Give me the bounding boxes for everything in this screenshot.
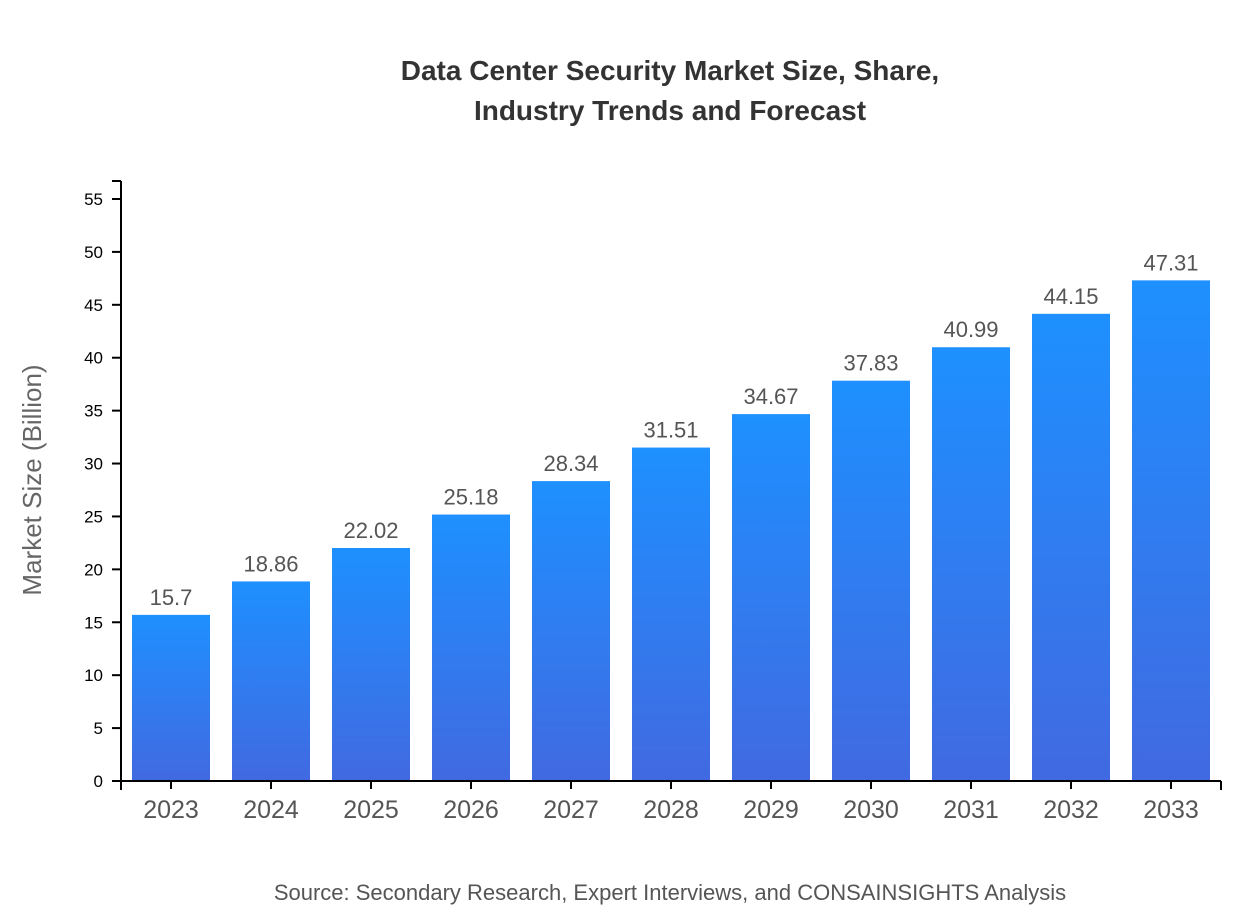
- x-tick-label: 2032: [1043, 796, 1099, 824]
- y-tick-label: 25: [84, 507, 103, 526]
- x-tick-label: 2027: [543, 796, 599, 824]
- data-label-2029: 34.67: [743, 384, 798, 409]
- x-tick-label: 2023: [143, 796, 199, 824]
- y-tick-label: 15: [84, 613, 103, 632]
- bar-2027: [532, 481, 610, 781]
- bar-2031: [932, 347, 1010, 781]
- y-axis-label: Market Size (Billion): [17, 364, 47, 595]
- data-label-2032: 44.15: [1043, 284, 1098, 309]
- data-label-2028: 31.51: [643, 418, 698, 443]
- data-label-2027: 28.34: [543, 451, 598, 476]
- data-label-2030: 37.83: [843, 351, 898, 376]
- y-tick-label: 40: [84, 349, 103, 368]
- bar-2029: [732, 414, 810, 781]
- bar-2023: [132, 614, 210, 781]
- bar-2028: [632, 447, 710, 781]
- y-tick-label: 10: [84, 666, 103, 685]
- y-tick-label: 55: [84, 190, 103, 209]
- data-label-2033: 47.31: [1143, 250, 1198, 275]
- bar-2025: [332, 547, 410, 781]
- y-tick-label: 50: [84, 243, 103, 262]
- chart-title-line-1: Data Center Security Market Size, Share,: [401, 55, 939, 86]
- source-note: Source: Secondary Research, Expert Inter…: [274, 880, 1066, 905]
- y-tick-label: 35: [84, 402, 103, 421]
- bar-2026: [432, 514, 510, 781]
- data-label-2023: 15.7: [150, 585, 193, 610]
- bar-2030: [832, 380, 910, 781]
- x-tick-label: 2026: [443, 796, 499, 824]
- x-tick-label: 2033: [1143, 796, 1199, 824]
- x-tick-label: 2025: [343, 796, 399, 824]
- y-tick-label: 45: [84, 296, 103, 315]
- x-tick-label: 2029: [743, 796, 799, 824]
- x-tick-label: 2024: [243, 796, 299, 824]
- y-tick-label: 30: [84, 455, 103, 474]
- chart-title-line-2: Industry Trends and Forecast: [474, 95, 866, 126]
- data-label-2025: 22.02: [343, 518, 398, 543]
- data-label-2031: 40.99: [943, 317, 998, 342]
- bar-2032: [1032, 313, 1110, 781]
- x-tick-label: 2028: [643, 796, 699, 824]
- bar-2024: [232, 581, 310, 781]
- bar-2033: [1132, 280, 1210, 781]
- x-tick-label: 2031: [943, 796, 999, 824]
- data-label-2026: 25.18: [443, 485, 498, 510]
- y-tick-label: 20: [84, 560, 103, 579]
- y-tick-label: 5: [94, 719, 103, 738]
- data-label-2024: 18.86: [243, 551, 298, 576]
- y-tick-label: 0: [94, 772, 103, 791]
- x-tick-label: 2030: [843, 796, 899, 824]
